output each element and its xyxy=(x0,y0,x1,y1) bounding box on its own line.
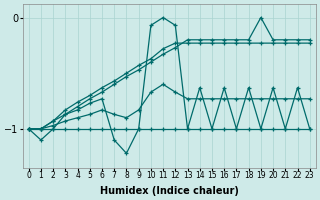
X-axis label: Humidex (Indice chaleur): Humidex (Indice chaleur) xyxy=(100,186,239,196)
